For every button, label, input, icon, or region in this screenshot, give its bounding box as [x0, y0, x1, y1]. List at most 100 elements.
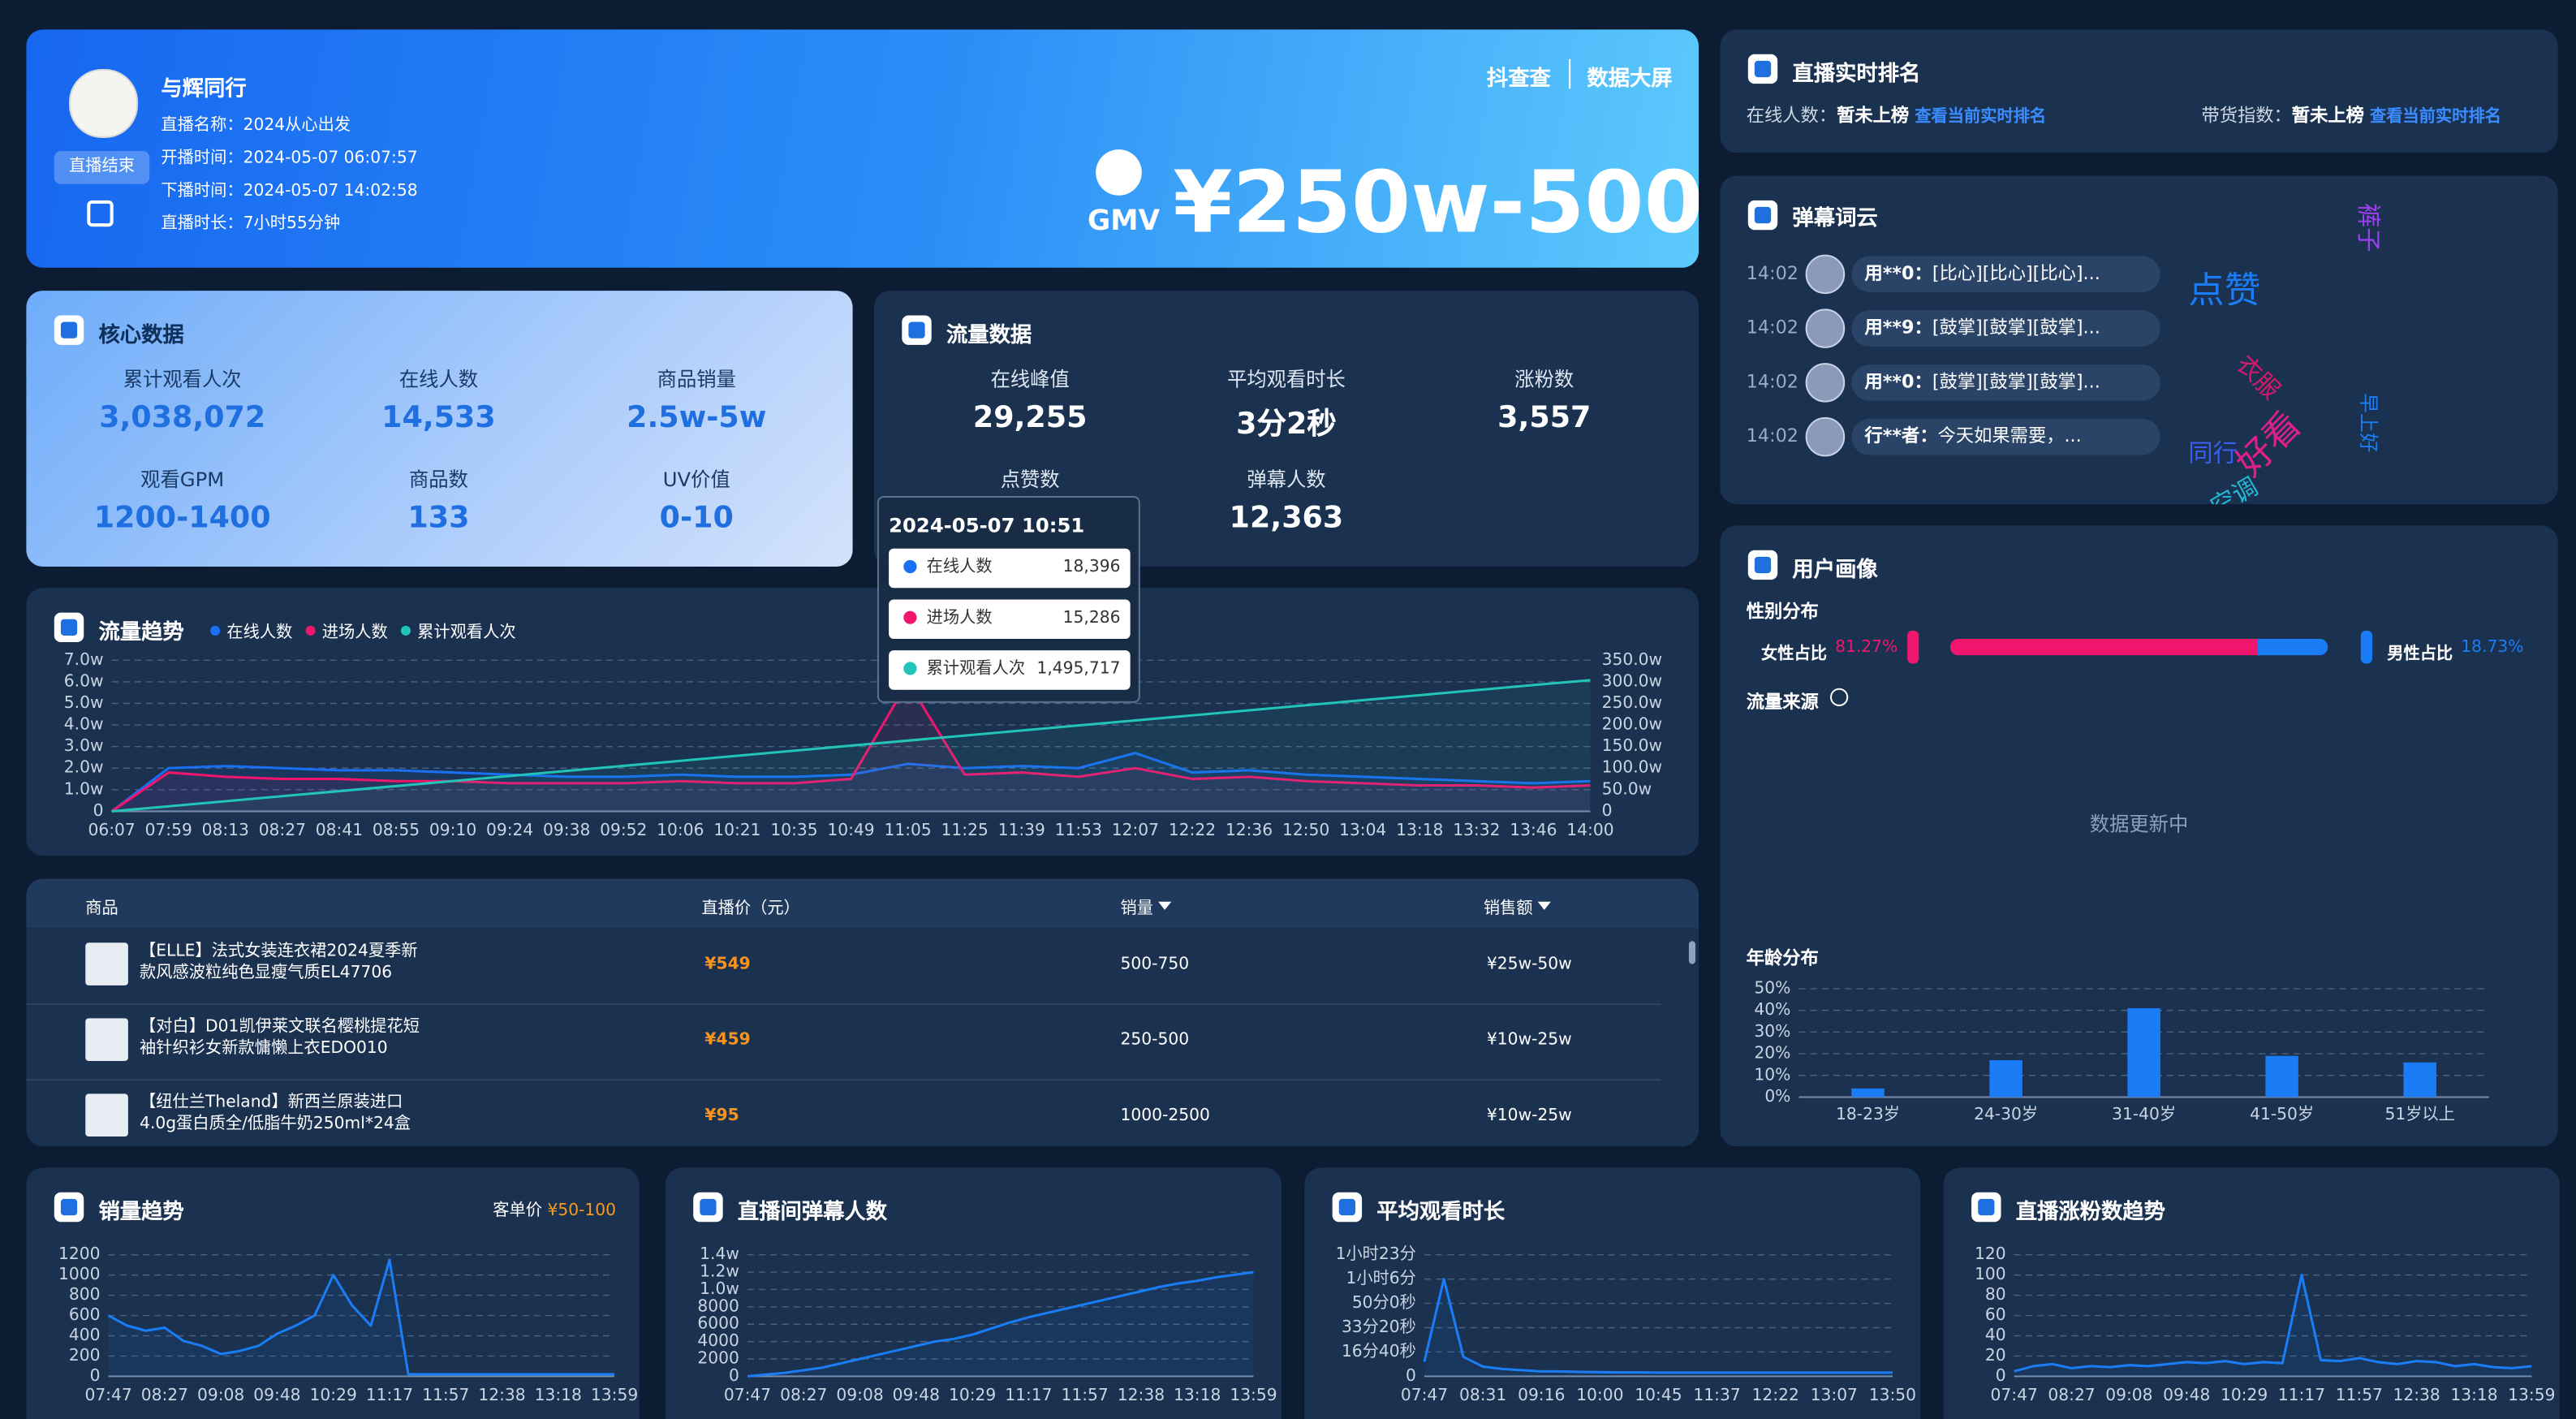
- danmaku-time: 14:02: [1746, 425, 1798, 447]
- y-tick-label: 6.0w: [64, 671, 104, 690]
- y-tick-label: 0: [729, 1365, 739, 1385]
- brand: 抖查查: [1486, 67, 1551, 93]
- x-tick-label: 07:47: [84, 1385, 131, 1404]
- avatar: [1805, 416, 1846, 457]
- rank-link[interactable]: 查看当前实时排名: [1915, 108, 2047, 127]
- male-label: 男性占比: [2387, 645, 2453, 664]
- section-title: 性别分布: [1746, 601, 1819, 623]
- product-amount: ¥10w-25w: [1486, 1031, 1572, 1050]
- bar: [1989, 1060, 2022, 1098]
- x-tick-label: 09:48: [253, 1385, 300, 1404]
- x-tick-label: 09:16: [1518, 1385, 1565, 1404]
- tooltip-name: 累计观看人次: [926, 660, 1026, 679]
- y-tick-label: 16分40秒: [1342, 1341, 1416, 1361]
- bar: [1851, 1088, 1885, 1098]
- x-tick-label: 31-40岁: [2112, 1104, 2176, 1124]
- male-icon: [2360, 630, 2372, 664]
- area: [111, 753, 1591, 812]
- x-tick-label: 09:08: [2105, 1385, 2152, 1404]
- y-tick-label: 1000: [58, 1264, 100, 1283]
- gender-segment: [2257, 639, 2328, 656]
- x-tick-label: 13:18: [1396, 820, 1443, 839]
- x-tick-label: 11:37: [1693, 1385, 1740, 1404]
- tooltip-value: 1,495,717: [1036, 660, 1121, 679]
- danmaku-time: 14:02: [1746, 317, 1798, 339]
- card-title: 用户画像: [1792, 558, 1878, 584]
- y-tick-label: 33分20秒: [1342, 1317, 1416, 1336]
- x-tick-label: 14:00: [1566, 820, 1613, 839]
- x-tick-label: 10:35: [770, 820, 817, 839]
- x-tick-label: 09:10: [429, 820, 476, 839]
- y-tick-label: 0: [93, 800, 104, 820]
- product-name: 【对白】D01凯伊莱文联名樱桃提花短袖针织衫女新款慵懒上衣EDO010: [140, 1018, 420, 1058]
- status-badge[interactable]: 直播结束: [54, 151, 150, 184]
- col-header[interactable]: 销量: [1121, 894, 1172, 918]
- y-tick-label: 1.0w: [700, 1279, 739, 1298]
- y-tick-label: 3.0w: [64, 735, 104, 755]
- info-line: 直播时长：7小时55分钟: [161, 215, 341, 234]
- scrollbar[interactable]: [1688, 941, 1696, 964]
- products-card: 商品 直播价（元） 销量 销售额 【ELLE】法式女装连衣裙2024夏季新款风感…: [26, 878, 1699, 1147]
- x-tick-label: 10:49: [827, 820, 874, 839]
- x-tick-label: 08:55: [373, 820, 420, 839]
- x-tick-label: 11:39: [998, 820, 1045, 839]
- metric-value: 14,533: [381, 400, 496, 436]
- tooltip-name: 进场人数: [926, 609, 993, 628]
- y-tick-label: 1.0w: [64, 779, 104, 798]
- x-tick-label: 12:50: [1282, 820, 1329, 839]
- line: [107, 1258, 615, 1376]
- section-title: 流量来源: [1746, 691, 1819, 714]
- y-tick-label: 8000: [697, 1296, 739, 1315]
- section-title: 年龄分布: [1746, 947, 1819, 969]
- x-tick-label: 07:47: [1991, 1385, 2038, 1404]
- qr-icon[interactable]: [87, 200, 114, 227]
- danmaku-time: 14:02: [1746, 262, 1798, 285]
- tooltip-title: 2024-05-07 10:51: [889, 514, 1085, 537]
- x-tick-label: 13:59: [1230, 1385, 1277, 1404]
- danmaku-card: 弹幕词云 点赞好看裤子空调同行衣服喜欢辛苦早上好美的漂亮好吃链接裙子白色优秀苹果…: [1720, 175, 2558, 505]
- area: [1424, 1279, 1893, 1377]
- x-tick-label: 12:22: [1169, 820, 1216, 839]
- rank-link[interactable]: 查看当前实时排名: [2369, 108, 2501, 127]
- x-tick-label: 12:22: [1752, 1385, 1799, 1404]
- x-tick-label: 41-50岁: [2250, 1104, 2314, 1124]
- col-header[interactable]: 销售额: [1484, 894, 1551, 918]
- y-tick-label: 50%: [1754, 977, 1790, 997]
- x-tick-label: 13:50: [1869, 1385, 1916, 1404]
- icon: [54, 315, 84, 345]
- legend-item[interactable]: 在线人数: [210, 618, 292, 642]
- card-title: 直播涨粉数趋势: [2015, 1200, 2165, 1226]
- y-tick-label: 2000: [697, 1348, 739, 1368]
- metric-value: 3,557: [1497, 400, 1592, 436]
- x-tick-label: 09:48: [893, 1385, 940, 1404]
- x-tick-label: 07:59: [145, 820, 192, 839]
- product-image: [85, 942, 128, 986]
- y-tick-label: 40: [1985, 1325, 2006, 1344]
- help-icon[interactable]: [1829, 688, 1849, 706]
- metric-label: 累计观看人次: [123, 368, 242, 391]
- metric-value: 12,363: [1229, 501, 1344, 536]
- legend-dot: [903, 662, 917, 675]
- legend-item[interactable]: 累计观看人次: [400, 618, 516, 642]
- metric-label: 在线峰值: [990, 368, 1070, 391]
- legend-dot: [903, 610, 917, 624]
- ranking-card: 直播实时排名 在线人数：暂未上榜 查看当前实时排名 带货指数：暂未上榜 查看当前…: [1720, 29, 2558, 153]
- product-name: 【ELLE】法式女装连衣裙2024夏季新款风感波粒纯色显瘦气质EL47706: [140, 942, 418, 982]
- danmaku-user: 用**0：: [1864, 371, 1932, 393]
- x-tick-label: 10:06: [657, 820, 704, 839]
- y-tick-label: 7.0w: [64, 649, 104, 669]
- x-tick-label: 06:07: [88, 820, 135, 839]
- legend-item[interactable]: 进场人数: [305, 618, 388, 642]
- y-tick-label: 600: [69, 1305, 101, 1324]
- metric-label: 涨粉数: [1514, 368, 1574, 391]
- tooltip-row: 在线人数 18,396: [889, 548, 1131, 589]
- card-title: 直播实时排名: [1792, 62, 1921, 88]
- icon: [54, 1192, 84, 1223]
- x-tick-label: 09:08: [197, 1385, 244, 1404]
- y-tick-label: 1.4w: [700, 1244, 739, 1263]
- x-tick-label: 09:52: [600, 820, 647, 839]
- streamer-name: 与辉同行: [161, 77, 247, 102]
- gmv-value: ¥250w-500w: [1173, 154, 1699, 253]
- screen-title: 数据大屏: [1587, 67, 1673, 93]
